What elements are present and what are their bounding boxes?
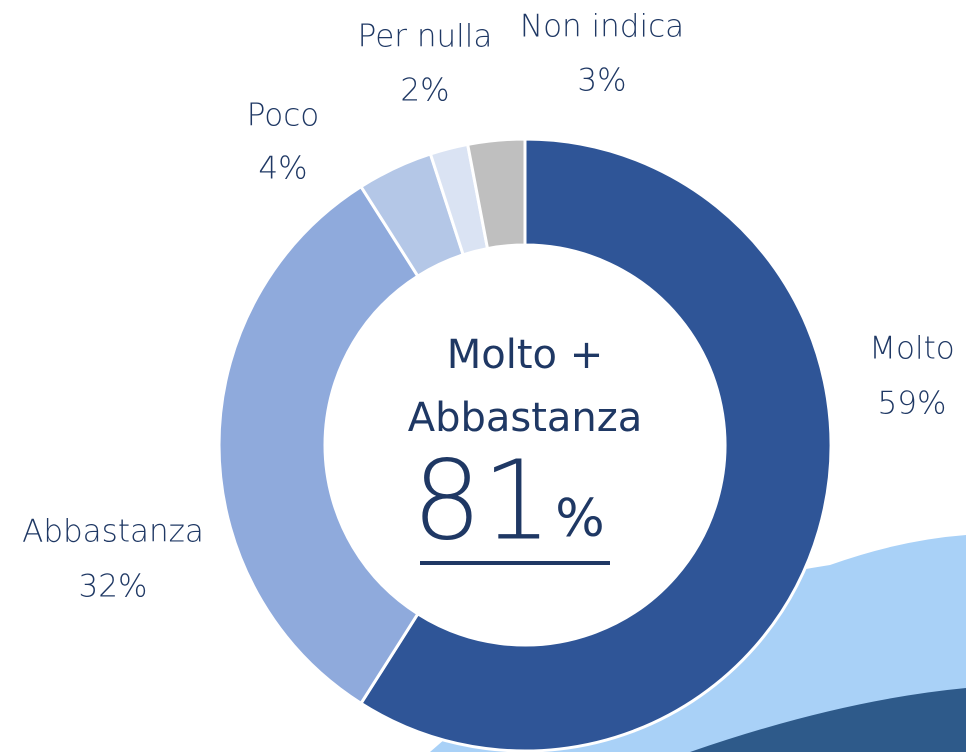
background-shape	[690, 688, 966, 752]
donut	[217, 137, 833, 752]
center-text: Abbastanza	[408, 395, 643, 441]
center-text: Molto +	[447, 332, 603, 378]
slice	[465, 137, 527, 251]
slice-label: Abbastanza	[22, 514, 204, 550]
slice	[217, 184, 420, 706]
slice-label: Non indica	[520, 9, 684, 45]
value-label: 4%	[258, 151, 307, 187]
value-label: 59%	[878, 386, 947, 422]
slice-label: Molto	[869, 331, 954, 367]
value-label: 32%	[79, 569, 148, 605]
slice	[358, 137, 833, 752]
value-label: 2%	[400, 73, 449, 109]
slice-label: Per nulla	[358, 19, 493, 55]
center-unit: %	[555, 489, 604, 549]
slice-label: Poco	[247, 98, 320, 134]
center-value: 81	[412, 436, 552, 564]
value-label: 3%	[577, 63, 626, 99]
